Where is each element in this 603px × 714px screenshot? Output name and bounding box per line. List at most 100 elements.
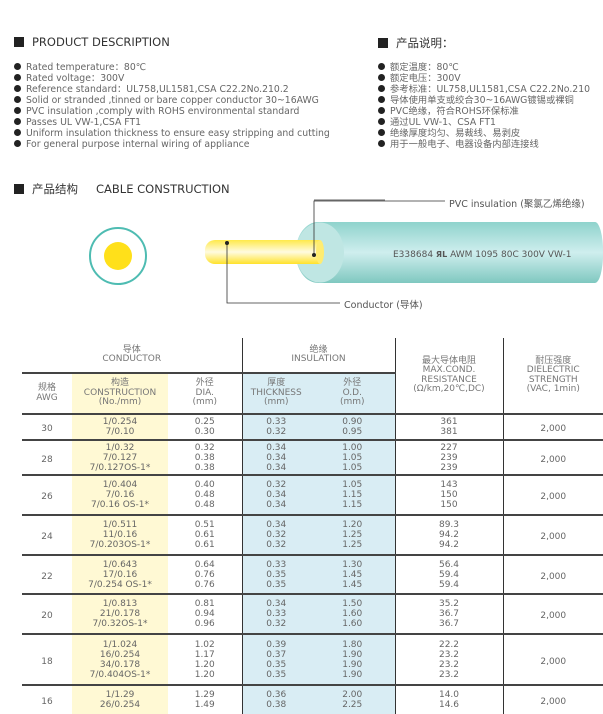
- dia-cell: 0.51 0.61 0.61: [168, 514, 243, 555]
- description-item-cn: 额定温度：80℃: [378, 62, 590, 73]
- resistance-cell-value: 89.3: [438, 520, 460, 530]
- resistance-cell-value: 23.2: [438, 649, 460, 660]
- od-cell: 1.00 1.05 1.05: [310, 439, 396, 475]
- resistance-cell-value: 23.2: [438, 669, 460, 680]
- dia-cell-value: 0.76: [194, 579, 215, 590]
- table-row: 26 1/0.404 7/0.16 7/0.16 OS-1* 0.40 0.48 0.48 0…: [22, 474, 603, 515]
- description-item: Passes UL VW-1,CSA FT1: [14, 117, 330, 128]
- square-bullet-icon: [14, 37, 24, 47]
- thickness-cell: 0.34 0.32 0.32: [242, 514, 310, 555]
- description-heading-cn: 产品说明：: [378, 35, 454, 51]
- construction-heading: 产品结构 CABLE CONSTRUCTION: [14, 181, 230, 197]
- thickness-cell: 0.36 0.38: [242, 684, 310, 714]
- dia-cell: 0.64 0.76 0.76: [168, 554, 243, 594]
- od-cell-value: 1.25: [342, 540, 363, 550]
- dielectric-cell: 2,000: [503, 633, 603, 685]
- thickness-cell-value: 0.34: [266, 490, 287, 500]
- od-cell-value: 2.25: [342, 700, 363, 710]
- dia-cell-value: 1.29: [194, 690, 215, 700]
- dia-cell-value: 1.17: [194, 649, 215, 660]
- awg-cell: 20: [22, 593, 72, 634]
- print-code: E338684: [393, 250, 434, 260]
- insulation-jacket: [295, 222, 603, 283]
- od-cell: 1.50 1.60 1.60: [310, 593, 396, 634]
- od-cell-value: 1.60: [342, 619, 363, 629]
- resistance-header: 最大导体电阻 MAX.COND. RESISTANCE (Ω/km,20℃,DC): [395, 338, 504, 414]
- ul-logo-icon: ЯL: [435, 250, 448, 259]
- insulation-group-header: 绝缘 INSULATION: [242, 338, 396, 374]
- resistance-cell: 56.4 59.4 59.4: [395, 554, 504, 594]
- dia-cell-value: 1.20: [194, 669, 215, 680]
- dielectric-cell: 2,000: [503, 684, 603, 714]
- dia-cell: 1.29 1.49: [168, 684, 243, 714]
- construction-cell-value: 1/0.32: [105, 442, 135, 453]
- od-cell-value: 1.05: [342, 452, 363, 463]
- table-row: 30 1/0.254 7/0.10 0.25 0.30 0.33 0.32 0.90 0.95 3…: [22, 413, 603, 440]
- square-bullet-icon: [378, 38, 388, 48]
- resistance-cell-value: 239: [440, 452, 458, 463]
- od-cell-value: 2.00: [342, 690, 363, 700]
- thickness-cell-value: 0.32: [266, 480, 287, 490]
- od-cell: 2.00 2.25: [310, 684, 396, 714]
- dia-cell-value: 0.38: [194, 462, 215, 473]
- thickness-cell-value: 0.33: [266, 417, 287, 427]
- resistance-cell-value: 150: [440, 490, 458, 500]
- insulation-pointer-dot: [312, 253, 316, 257]
- table-row: 28 1/0.32 7/0.127 7/0.127OS-1* 0.32 0.38 0.38 0…: [22, 439, 603, 475]
- dia-cell-value: 1.49: [194, 700, 215, 710]
- construction-cell: 1/0.404 7/0.16 7/0.16 OS-1*: [72, 474, 168, 515]
- thickness-cell-value: 0.39: [266, 639, 287, 650]
- cable-print: E338684 ЯL AWM 1095 80C 300V VW-1: [393, 250, 571, 260]
- resistance-cell-value: 381: [440, 427, 458, 437]
- od-cell: 1.05 1.15 1.15: [310, 474, 396, 515]
- dia-cell-value: 0.32: [194, 442, 215, 453]
- heading-cn: 产品结构: [32, 182, 78, 196]
- thickness-cell-value: 0.32: [266, 427, 287, 437]
- resistance-cell-value: 23.2: [438, 659, 460, 670]
- awg-header: 规格 AWG: [36, 383, 58, 403]
- description-heading-en: PRODUCT DESCRIPTION: [14, 35, 170, 49]
- resistance-cell: 35.2 36.7 36.7: [395, 593, 504, 634]
- resistance-cell-value: 14.0: [438, 690, 460, 700]
- resistance-cell: 22.2 23.2 23.2 23.2: [395, 633, 504, 685]
- construction-cell-value: 17/0.16: [102, 569, 138, 580]
- thickness-cell-value: 0.35: [266, 669, 287, 680]
- thickness-cell: 0.32 0.34 0.34: [242, 474, 310, 515]
- construction-cell-value: 7/0.203OS-1*: [89, 540, 151, 550]
- table-row: 24 1/0.511 11/0.16 7/0.203OS-1* 0.51 0.61 0.61…: [22, 514, 603, 555]
- resistance-cell: 361 381: [395, 413, 504, 440]
- dielectric-cell: 2,000: [503, 474, 603, 515]
- awg-cell: 16: [22, 684, 72, 714]
- od-cell-value: 1.20: [342, 520, 363, 530]
- construction-cell-value: 7/0.127: [102, 452, 138, 463]
- thickness-cell-value: 0.32: [266, 540, 287, 550]
- description-item-cn: 用于一般电子、电器设备内部连接线: [378, 139, 590, 150]
- construction-cell-value: 7/0.404OS-1*: [89, 669, 151, 680]
- construction-cell: 1/0.643 17/0.16 7/0.254 OS-1*: [72, 554, 168, 594]
- od-cell-value: 0.90: [342, 417, 363, 427]
- thickness-cell-value: 0.33: [266, 609, 287, 619]
- od-header: 外径 O.D. (mm): [310, 373, 396, 414]
- construction-cell-value: 16/0.254: [99, 649, 141, 660]
- construction-cell: 1/1.29 26/0.254: [72, 684, 168, 714]
- conductor-strand-end: [275, 240, 320, 264]
- awg-cell: 18: [22, 633, 72, 685]
- thickness-cell-value: 0.34: [266, 599, 287, 609]
- resistance-cell-value: 35.2: [438, 599, 460, 609]
- cable-diagram: [89, 199, 603, 304]
- dia-cell: 1.02 1.17 1.20 1.20: [168, 633, 243, 685]
- construction-cell-value: 7/0.10: [105, 427, 135, 437]
- dia-cell: 0.25 0.30: [168, 413, 243, 440]
- construction-cell-value: 7/0.16: [105, 490, 135, 500]
- conductor-pointer-dot: [225, 241, 229, 245]
- dia-cell-value: 0.51: [194, 520, 215, 530]
- dia-cell: 0.81 0.94 0.96: [168, 593, 243, 634]
- conductor-label: Conductor (导体): [344, 300, 423, 311]
- dia-cell-value: 0.48: [194, 500, 215, 510]
- construction-cell-value: 7/0.127OS-1*: [89, 462, 151, 473]
- dielectric-cell: 2,000: [503, 514, 603, 555]
- conductor-group-header: 导体 CONDUCTOR: [22, 338, 243, 374]
- resistance-cell: 227 239 239: [395, 439, 504, 475]
- dia-cell-value: 0.48: [194, 490, 215, 500]
- dia-cell-value: 0.38: [194, 452, 215, 463]
